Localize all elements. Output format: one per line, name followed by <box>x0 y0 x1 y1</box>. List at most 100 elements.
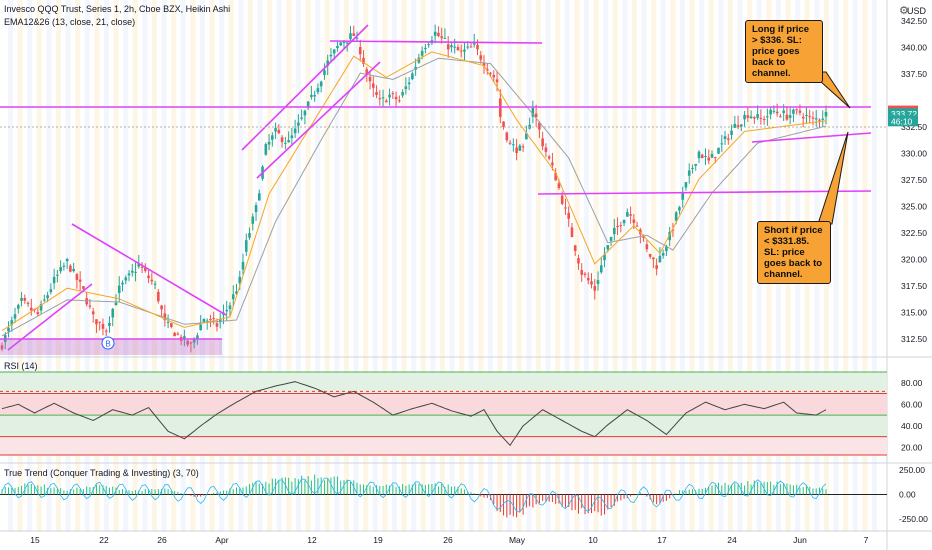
candle-body <box>225 310 229 312</box>
candle-body <box>512 144 515 146</box>
candle-body <box>248 233 251 238</box>
session-stripe <box>209 0 215 532</box>
candle-body <box>482 62 486 67</box>
time-tick-label: 19 <box>373 535 383 545</box>
candle-body <box>619 225 623 227</box>
time-tick-label: 26 <box>443 535 453 545</box>
candle-body <box>157 291 160 302</box>
candle-body <box>362 57 365 64</box>
candle-body <box>479 55 483 60</box>
candle-body <box>147 275 150 279</box>
candle-body <box>342 41 346 43</box>
session-stripe <box>708 0 714 532</box>
candle-body <box>792 109 795 114</box>
price-tick-label: 322.50 <box>901 228 927 238</box>
candle-body <box>730 130 733 135</box>
candle-body <box>411 73 414 80</box>
trendline <box>751 132 872 143</box>
price-badge <box>888 108 918 120</box>
session-stripe <box>276 0 282 532</box>
candle-body <box>785 114 789 120</box>
candle-body <box>726 138 730 140</box>
candle-body <box>723 136 727 140</box>
candle-body <box>772 110 776 112</box>
candle-body <box>202 318 206 323</box>
candle-body <box>668 231 671 241</box>
currency-label[interactable]: USD <box>906 6 926 16</box>
candle-body <box>287 140 290 143</box>
candle-body <box>811 117 815 119</box>
candle-body <box>280 137 284 143</box>
candle-body <box>476 44 479 50</box>
candle-body <box>69 265 72 272</box>
time-tick-label: 7 <box>864 535 869 545</box>
candle-body <box>170 323 173 328</box>
candle-body <box>267 141 271 145</box>
candle-body <box>319 81 323 87</box>
time-tick-label: Apr <box>215 535 228 545</box>
price-tick-label: 315.00 <box>901 308 927 318</box>
candle-body <box>456 47 460 51</box>
candle-body <box>606 245 610 250</box>
candle-body <box>463 49 466 52</box>
candle-body <box>196 335 199 339</box>
session-stripe <box>622 0 628 532</box>
rsi-overbought-band <box>0 372 887 394</box>
session-stripe <box>699 0 705 532</box>
candle-body <box>629 214 632 216</box>
price-tick-label: 337.50 <box>901 69 927 79</box>
candle-body <box>108 322 111 326</box>
candle-body <box>375 92 378 95</box>
time-tick-label: 26 <box>157 535 167 545</box>
session-stripe <box>670 0 676 532</box>
candle-body <box>52 276 56 284</box>
candle-body <box>75 274 79 280</box>
candle-body <box>502 121 505 128</box>
candle-body <box>349 33 352 40</box>
session-stripe <box>296 0 301 532</box>
candle-body <box>613 227 616 235</box>
time-tick-label: Jun <box>793 535 807 545</box>
candle-body <box>547 156 551 159</box>
candle-body <box>433 31 437 36</box>
session-stripe <box>257 0 263 532</box>
session-stripe <box>833 0 839 532</box>
candle-body <box>466 46 470 48</box>
candle-body <box>596 280 600 284</box>
trendline <box>256 61 381 179</box>
candle-body <box>450 45 453 48</box>
candle-body <box>23 298 27 301</box>
b-marker-label: B <box>105 340 110 349</box>
session-stripe <box>382 0 388 532</box>
rsi-lower-band <box>0 415 887 437</box>
candle-body <box>150 279 154 282</box>
session-stripe <box>747 0 753 532</box>
candle-body <box>59 267 62 272</box>
candle-body <box>733 123 737 128</box>
session-stripe <box>238 0 244 532</box>
price-badge <box>888 115 918 127</box>
candle-body <box>95 319 98 325</box>
session-stripe <box>46 0 52 532</box>
candle-body <box>635 225 639 227</box>
session-stripe <box>526 0 532 532</box>
session-stripe <box>324 0 330 532</box>
candle-body <box>212 318 215 320</box>
session-stripe <box>536 0 541 532</box>
ema-slow-line <box>1 57 827 337</box>
candle-body <box>570 227 574 238</box>
candle-body <box>492 74 496 78</box>
candle-body <box>661 253 665 256</box>
candle-body <box>541 138 544 147</box>
candle-body <box>130 270 134 273</box>
candle-body <box>564 207 567 209</box>
candle-body <box>163 313 167 321</box>
candle-body <box>326 60 329 66</box>
gear-icon[interactable]: ⚙ <box>899 5 909 17</box>
candle-body <box>332 49 336 54</box>
candle-body <box>127 273 131 276</box>
candle-body <box>0 345 4 350</box>
candle-body <box>345 42 349 44</box>
b-marker-icon <box>101 336 115 350</box>
